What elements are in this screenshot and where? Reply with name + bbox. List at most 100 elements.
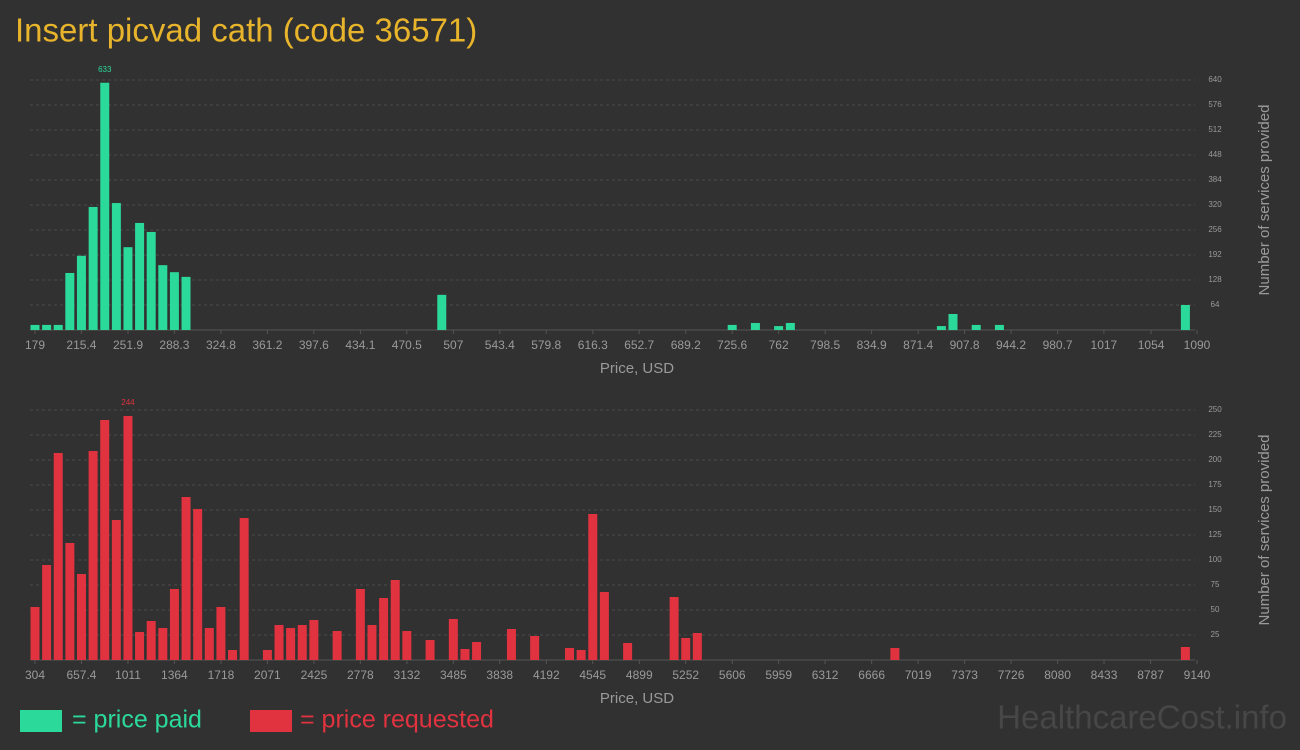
y-tick-label: 150: [1208, 505, 1222, 514]
bar: [239, 518, 249, 660]
legend-label: = price paid: [72, 706, 202, 734]
bar: [88, 451, 98, 660]
bar: [576, 650, 586, 660]
bar: [890, 648, 900, 660]
bar: [88, 206, 98, 330]
bar: [53, 453, 63, 660]
bar: [1180, 305, 1190, 330]
bar: [42, 565, 52, 660]
x-tick-label: 2778: [347, 668, 374, 682]
y-tick-label: 576: [1208, 100, 1222, 109]
bar: [204, 628, 214, 660]
bar: [588, 514, 598, 660]
bar: [228, 650, 238, 660]
bar: [472, 642, 482, 660]
x-tick-label: 616.3: [578, 338, 608, 352]
bar: [750, 322, 760, 330]
y-tick-label: 64: [1211, 300, 1220, 309]
x-axis-label: Price, USD: [600, 360, 674, 377]
x-tick-label: 434.1: [345, 338, 375, 352]
x-tick-label: 8433: [1091, 668, 1118, 682]
bar: [30, 607, 40, 660]
x-tick-label: 1011: [115, 668, 141, 682]
bar: [309, 620, 319, 660]
bar: [216, 607, 226, 660]
x-tick-label: 8787: [1137, 668, 1164, 682]
x-tick-label: 543.4: [485, 338, 515, 352]
legend-swatch: [250, 710, 292, 732]
y-tick-label: 175: [1208, 480, 1222, 489]
y-tick-label: 75: [1211, 580, 1220, 589]
x-tick-label: 7373: [951, 668, 978, 682]
x-tick-label: 179: [25, 338, 45, 352]
bar: [65, 543, 75, 660]
x-tick-label: 5959: [765, 668, 792, 682]
y-tick-label: 125: [1208, 530, 1222, 539]
x-tick-label: 9140: [1184, 668, 1211, 682]
x-axis-label: Price, USD: [600, 690, 674, 707]
y-tick-label: 225: [1208, 430, 1222, 439]
bar: [623, 643, 633, 660]
bar: [565, 648, 575, 660]
x-tick-label: 1017: [1091, 338, 1118, 352]
bar: [332, 631, 342, 660]
watermark: HealthcareCost.info: [997, 699, 1287, 736]
x-tick-label: 1718: [208, 668, 235, 682]
y-axis-label: Number of services provided: [1256, 105, 1273, 296]
x-tick-label: 762: [769, 338, 789, 352]
x-tick-label: 397.6: [299, 338, 329, 352]
bar: [123, 247, 133, 330]
x-tick-label: 871.4: [903, 338, 933, 352]
bar: [53, 324, 63, 330]
bar: [30, 324, 40, 330]
bar: [286, 628, 296, 660]
peak-label: 633: [98, 65, 112, 74]
x-tick-label: 1054: [1138, 338, 1165, 352]
y-tick-label: 250: [1208, 405, 1222, 414]
x-tick-label: 2071: [254, 668, 281, 682]
x-tick-label: 798.5: [810, 338, 840, 352]
bar: [42, 324, 52, 330]
bar: [379, 598, 389, 660]
bar: [181, 276, 191, 330]
x-tick-label: 1364: [161, 668, 188, 682]
x-tick-label: 1090: [1184, 338, 1211, 352]
bar: [193, 509, 203, 660]
x-tick-label: 657.4: [66, 668, 96, 682]
x-tick-label: 980.7: [1043, 338, 1073, 352]
legend-label: = price requested: [300, 706, 494, 734]
bar: [727, 324, 737, 330]
bar: [146, 231, 156, 330]
x-tick-label: 2425: [301, 668, 328, 682]
peak-label: 244: [121, 398, 135, 407]
x-tick-label: 6666: [858, 668, 885, 682]
chart-title: Insert picvad cath (code 36571): [15, 12, 477, 49]
x-tick-label: 3132: [394, 668, 421, 682]
x-tick-label: 3485: [440, 668, 467, 682]
x-tick-label: 6312: [812, 668, 839, 682]
x-tick-label: 251.9: [113, 338, 143, 352]
x-tick-label: 7726: [998, 668, 1025, 682]
y-axis-label: Number of services provided: [1256, 435, 1273, 626]
x-tick-label: 470.5: [392, 338, 422, 352]
x-tick-label: 834.9: [857, 338, 887, 352]
x-tick-label: 944.2: [996, 338, 1026, 352]
bar: [123, 416, 133, 660]
bar: [146, 621, 156, 660]
x-tick-label: 324.8: [206, 338, 236, 352]
bar: [971, 324, 981, 330]
x-tick-label: 725.6: [717, 338, 747, 352]
bar: [181, 497, 191, 660]
x-tick-label: 5252: [672, 668, 699, 682]
bar: [425, 640, 435, 660]
legend-swatch: [20, 710, 62, 732]
x-tick-label: 5606: [719, 668, 746, 682]
y-tick-label: 256: [1208, 225, 1222, 234]
y-tick-label: 384: [1208, 175, 1222, 184]
bar: [169, 589, 179, 660]
bar: [448, 619, 458, 660]
bar: [169, 272, 179, 330]
y-tick-label: 448: [1208, 150, 1222, 159]
